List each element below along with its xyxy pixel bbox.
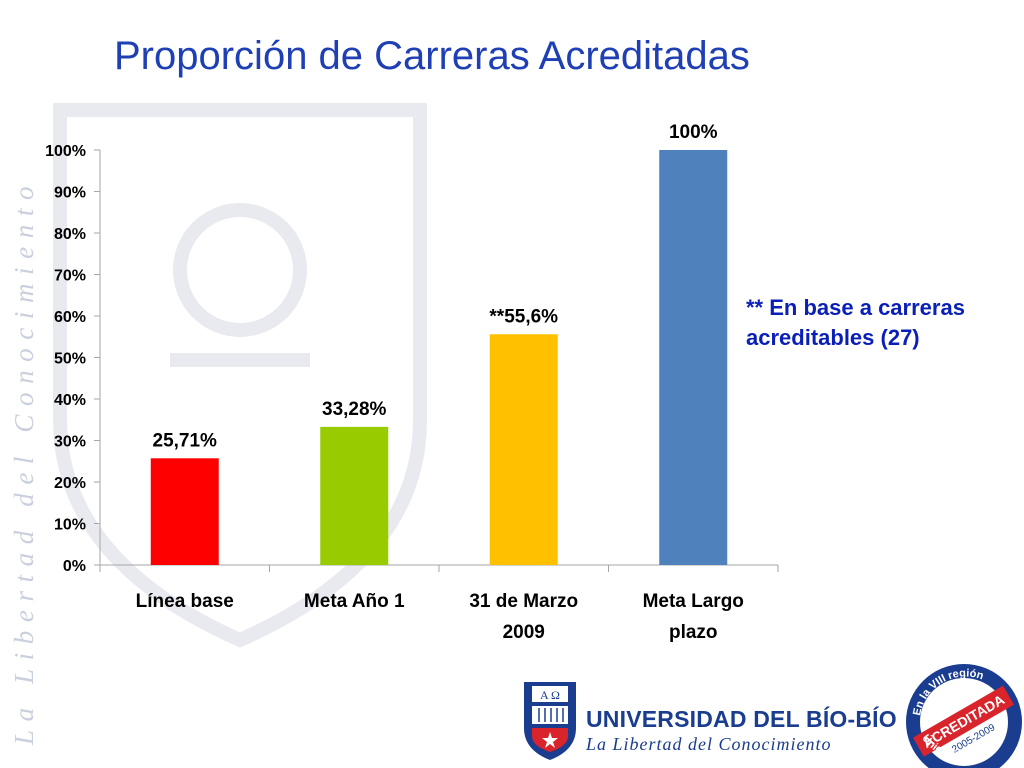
university-motto: La Libertad del Conocimiento [586, 734, 832, 754]
slide-title: Proporción de Carreras Acreditadas [114, 34, 750, 78]
data-label: 25,71% [153, 430, 218, 451]
y-tick-label: 100% [45, 143, 86, 160]
y-tick-label: 10% [54, 517, 86, 534]
category-label: plazo [669, 622, 718, 643]
side-motto-text: La Libertad del Conocimiento [9, 178, 39, 746]
category-label: Línea base [136, 591, 234, 612]
bar-layer [150, 150, 728, 565]
accreditation-seal-icon: En la VIII región ACREDITADA 2005-2009 Ú… [888, 652, 1022, 768]
y-tick-label: 50% [54, 351, 86, 368]
y-tick-label: 30% [54, 434, 86, 451]
footnote: ** En base a carreras acreditables (27) [746, 295, 965, 350]
data-label: 100% [669, 122, 718, 143]
y-tick-label: 70% [54, 268, 86, 285]
y-tick-label: 40% [54, 392, 86, 409]
y-tick-label: 80% [54, 226, 86, 243]
category-label: Meta Largo [643, 591, 744, 612]
university-logo: A Ω UNIVERSIDAD DEL BÍO-BÍO La Libertad … [520, 676, 897, 764]
bar [659, 150, 728, 565]
data-label: 33,28% [322, 399, 387, 420]
category-label: Meta Año 1 [304, 591, 405, 612]
y-tick-label: 60% [54, 309, 86, 326]
bar [320, 426, 389, 565]
y-tick-label: 90% [54, 185, 86, 202]
data-label: **55,6% [489, 306, 558, 327]
side-motto: La Libertad del Conocimiento [9, 178, 39, 746]
label-layer: 25,71% Línea base 33,28% Meta Año 1 **55,6% 3… [136, 122, 744, 643]
y-tick-label: 0% [63, 558, 86, 575]
university-name: UNIVERSIDAD DEL BÍO-BÍO [586, 706, 897, 732]
shield-letters: A Ω [540, 688, 560, 702]
axis-layer: 0% 10% 20% 30% 40% 50% 60% 70% 80% 90% 100% [45, 143, 779, 575]
bar [489, 334, 558, 565]
category-label: 2009 [503, 622, 545, 643]
y-tick-label: 20% [54, 475, 86, 492]
university-shield-icon: A Ω [524, 682, 576, 760]
category-label: 31 de Marzo [469, 591, 578, 612]
bar [150, 458, 219, 565]
